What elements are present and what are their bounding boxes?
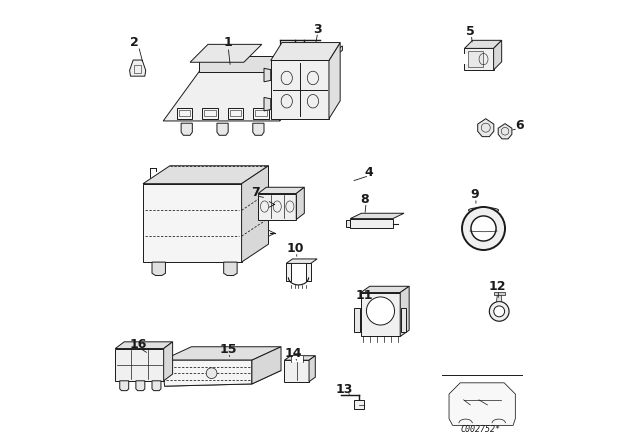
Polygon shape xyxy=(350,213,404,219)
Circle shape xyxy=(494,306,504,317)
Polygon shape xyxy=(493,40,502,70)
Bar xyxy=(255,110,267,116)
Polygon shape xyxy=(143,184,241,262)
Polygon shape xyxy=(361,286,409,293)
Polygon shape xyxy=(284,360,309,382)
Polygon shape xyxy=(497,293,502,302)
Polygon shape xyxy=(309,356,316,382)
Polygon shape xyxy=(280,56,316,121)
Text: C002752*: C002752* xyxy=(460,425,500,434)
Bar xyxy=(134,65,141,73)
Text: 13: 13 xyxy=(336,383,353,396)
Polygon shape xyxy=(163,72,316,121)
Polygon shape xyxy=(181,123,192,135)
Text: 7: 7 xyxy=(251,186,259,199)
Polygon shape xyxy=(307,263,311,280)
Text: 9: 9 xyxy=(470,188,479,202)
Text: 5: 5 xyxy=(466,25,474,38)
Text: 2: 2 xyxy=(130,36,138,49)
Polygon shape xyxy=(498,124,512,139)
Circle shape xyxy=(490,302,509,321)
Polygon shape xyxy=(316,46,342,69)
Bar xyxy=(291,356,303,362)
Polygon shape xyxy=(163,360,252,386)
Bar xyxy=(230,110,241,116)
Text: 16: 16 xyxy=(130,338,147,352)
Text: 14: 14 xyxy=(284,347,302,361)
Bar xyxy=(468,51,483,67)
Polygon shape xyxy=(346,220,350,227)
Polygon shape xyxy=(152,381,161,391)
Text: 8: 8 xyxy=(360,193,369,206)
Polygon shape xyxy=(115,342,173,349)
Polygon shape xyxy=(163,347,281,360)
Polygon shape xyxy=(271,43,340,60)
Polygon shape xyxy=(136,381,145,391)
Circle shape xyxy=(462,207,505,250)
Polygon shape xyxy=(217,123,228,135)
Bar xyxy=(228,108,243,119)
Bar xyxy=(494,292,504,295)
Polygon shape xyxy=(329,43,340,119)
Polygon shape xyxy=(465,48,493,70)
Bar xyxy=(355,400,364,409)
Polygon shape xyxy=(253,123,264,135)
Bar xyxy=(179,110,190,116)
Bar xyxy=(177,108,192,119)
Polygon shape xyxy=(258,187,305,194)
Bar xyxy=(204,110,216,116)
Polygon shape xyxy=(355,308,360,332)
Polygon shape xyxy=(284,356,316,360)
Polygon shape xyxy=(477,119,494,137)
Text: 12: 12 xyxy=(488,280,506,293)
Polygon shape xyxy=(449,383,515,426)
Circle shape xyxy=(367,297,394,325)
Circle shape xyxy=(471,216,496,241)
Polygon shape xyxy=(465,40,502,48)
Polygon shape xyxy=(143,166,269,184)
Polygon shape xyxy=(115,349,164,381)
Text: 4: 4 xyxy=(365,166,374,179)
Polygon shape xyxy=(361,293,400,336)
Polygon shape xyxy=(400,286,409,336)
Text: 6: 6 xyxy=(515,119,524,132)
Polygon shape xyxy=(190,44,262,62)
Polygon shape xyxy=(258,194,296,220)
Text: 3: 3 xyxy=(314,22,322,36)
Bar xyxy=(253,108,269,119)
Circle shape xyxy=(206,368,217,379)
Polygon shape xyxy=(129,60,146,76)
Polygon shape xyxy=(199,56,316,72)
Polygon shape xyxy=(271,60,329,119)
Polygon shape xyxy=(241,166,269,262)
Text: 10: 10 xyxy=(287,242,304,255)
Text: 1: 1 xyxy=(224,36,232,49)
Polygon shape xyxy=(152,262,165,276)
Text: 15: 15 xyxy=(220,343,237,356)
Polygon shape xyxy=(350,219,393,228)
Polygon shape xyxy=(120,381,129,391)
Polygon shape xyxy=(164,370,281,386)
Polygon shape xyxy=(264,97,271,111)
Polygon shape xyxy=(286,263,291,280)
Polygon shape xyxy=(264,68,271,82)
Polygon shape xyxy=(252,347,281,384)
Polygon shape xyxy=(164,342,173,381)
Text: 11: 11 xyxy=(356,289,374,302)
Polygon shape xyxy=(462,54,469,64)
Polygon shape xyxy=(286,259,317,263)
Polygon shape xyxy=(401,308,406,332)
Polygon shape xyxy=(224,262,237,276)
Bar xyxy=(202,108,218,119)
Polygon shape xyxy=(296,187,305,220)
